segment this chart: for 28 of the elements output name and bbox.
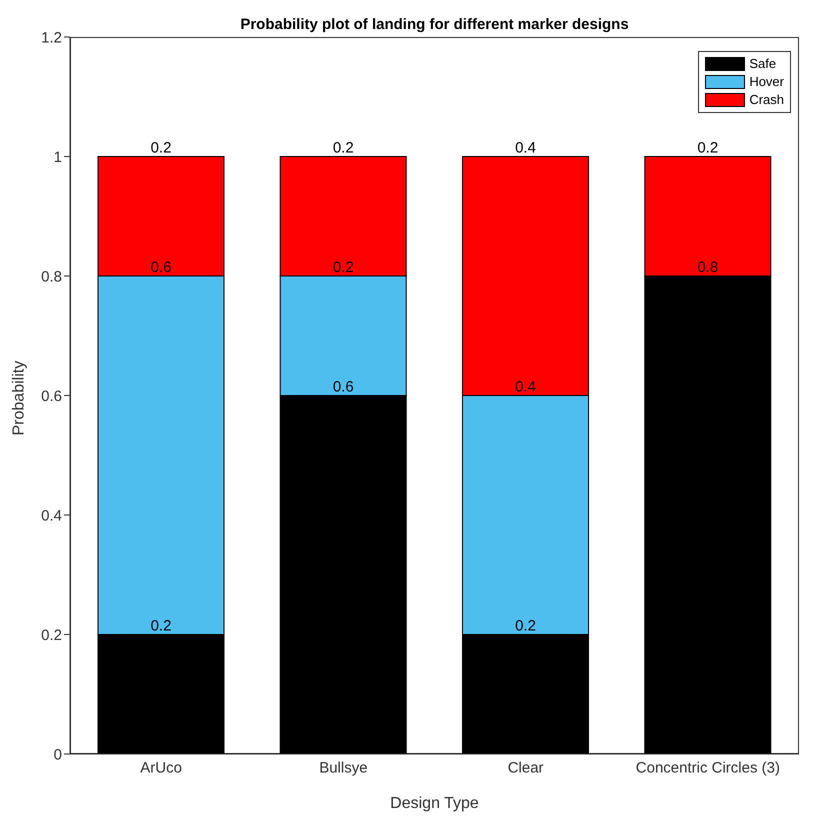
y-tick-label: 1 (54, 148, 62, 166)
data-label: 0.2 (332, 140, 354, 156)
y-tick-label: 0.6 (41, 388, 62, 405)
data-label: 0.2 (150, 140, 172, 156)
legend-label: Crash (749, 91, 784, 109)
y-tick-label: 0.8 (41, 268, 62, 286)
data-label: 0.4 (515, 140, 536, 156)
x-tick-label: Concentric Circles (3) (636, 760, 780, 777)
data-label: 0.8 (697, 259, 718, 276)
chart-title: Probability plot of landing for different marker designs (239, 16, 630, 33)
data-label: 0.6 (150, 259, 172, 276)
data-label: 0.2 (332, 259, 354, 276)
y-tick-label: 0.4 (41, 507, 62, 524)
x-axis-title: Design Type (390, 795, 479, 812)
x-tick-label: Clear (508, 760, 544, 777)
data-label: 0.2 (515, 618, 536, 634)
y-axis-title: Probability (10, 360, 28, 436)
data-label: 0.4 (515, 378, 536, 396)
data-label: 0.2 (150, 618, 172, 634)
x-tick-label: Bullsye (319, 760, 368, 777)
legend-label: Hover (749, 73, 784, 91)
legend-label: Safe (749, 55, 776, 73)
x-tick-label: ArUco (140, 760, 182, 777)
data-label: 0.2 (697, 140, 718, 156)
y-tick-label: 0.2 (41, 626, 62, 644)
y-tick-label: 1.2 (41, 29, 62, 46)
data-label: 0.6 (332, 378, 354, 396)
y-tick-label: 0 (54, 746, 62, 764)
